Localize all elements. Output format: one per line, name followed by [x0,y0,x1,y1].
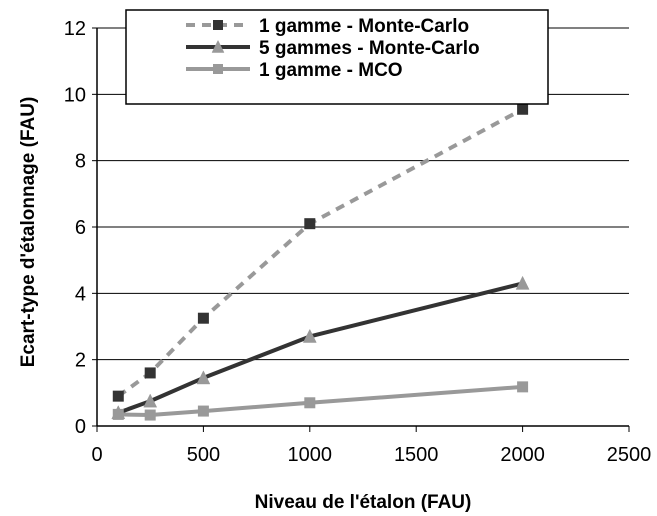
y-tick-label: 2 [75,350,86,372]
legend-entry-2: 5 gammes - Monte-Carlo [186,38,480,59]
legend-box [125,9,549,105]
y-tick-label: 4 [75,283,86,305]
series-line [117,107,524,398]
legend-marker [213,64,223,74]
data-point-marker [144,367,156,379]
legend-entry-1: 1 gamme - Monte-Carlo [186,16,469,37]
data-point-marker [304,397,316,409]
x-tick-label: 1000 [288,444,333,466]
data-point-marker [197,405,209,417]
y-tick-label: 12 [64,18,86,40]
data-point-marker [515,275,530,290]
data-point-marker [143,393,158,408]
series-3 [112,381,529,421]
data-point-marker [517,103,529,115]
axes [92,27,630,432]
data-point-marker [302,328,317,343]
data-point-marker [197,312,209,324]
data-point-marker [144,409,156,421]
x-tick-label: 2500 [607,444,652,466]
y-tick-label: 8 [75,151,86,173]
legend-label: 1 gamme - Monte-Carlo [259,16,469,37]
x-tick-label: 1500 [394,444,439,466]
data-point-marker [112,390,124,402]
y-tick-label: 0 [75,416,86,438]
x-tick-label: 0 [91,444,102,466]
x-axis-title: Niveau de l'étalon (FAU) [255,492,472,513]
legend-label: 1 gamme - MCO [259,60,403,81]
series-1 [112,103,529,402]
data-point-marker [517,381,529,393]
series-2 [111,275,530,420]
x-tick-label: 2000 [500,444,545,466]
y-axis-title: Ecart-type d'étalonnage (FAU) [18,97,39,368]
data-point-marker [304,218,316,230]
legend-marker [213,20,223,30]
legend-entry-3: 1 gamme - MCO [186,60,403,81]
y-tick-label: 6 [75,217,86,239]
data-point-marker [196,370,211,385]
legend-marker [211,39,225,53]
y-tick-label: 10 [64,84,86,106]
tick-labels: 0 2 4 6 8 10 12 0 500 1000 1500 2000 2500 [64,18,652,466]
series-line [118,384,523,418]
x-tick-label: 500 [187,444,220,466]
legend-label: 5 gammes - Monte-Carlo [259,38,480,59]
data-point-marker [112,408,124,420]
series-layer [111,103,530,421]
